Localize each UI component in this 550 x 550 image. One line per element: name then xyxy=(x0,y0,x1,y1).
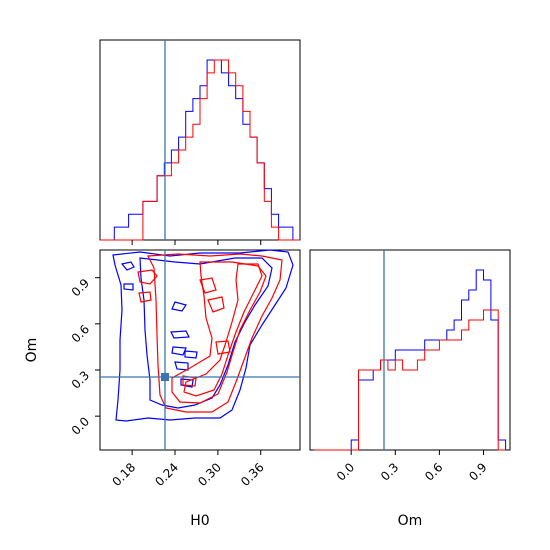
contour-red-mid xyxy=(171,261,267,404)
contour-red-inner xyxy=(183,263,263,397)
contour-red-islands xyxy=(137,269,231,387)
truth-marker xyxy=(161,373,169,381)
axes-frame-om-hist xyxy=(309,249,511,451)
histogram-panel-om: 0.0 0.3 0.6 0.9 Om xyxy=(309,249,511,529)
axes-frame-joint xyxy=(99,249,301,451)
x-tick-label: 0.0 xyxy=(334,460,357,483)
histogram-panel-h0 xyxy=(99,39,301,245)
y-tick-label: 0.9 xyxy=(69,276,92,299)
y-tick-label: 0.0 xyxy=(69,414,92,437)
contour-red-outer xyxy=(147,253,283,413)
contour-blue-outer xyxy=(112,249,294,422)
histogram-step-red xyxy=(314,309,506,451)
x-tick-label: 0.3 xyxy=(378,460,401,483)
x-axis-label-om: Om xyxy=(398,513,423,529)
x-tick-label: 0.24 xyxy=(152,460,181,489)
x-axis-label-h0: H0 xyxy=(190,513,209,529)
x-tick-label: 0.6 xyxy=(422,460,445,483)
histogram-step-red xyxy=(100,59,300,241)
contour-panel-h0-om: 0.18 0.24 0.30 0.36 0.0 0.3 0.6 0.9 H0 Om xyxy=(24,249,301,529)
y-axis-label-om: Om xyxy=(24,338,40,363)
x-tick-label: 0.36 xyxy=(238,460,267,489)
axes-frame-h0-hist xyxy=(99,39,301,241)
x-tick-label: 0.18 xyxy=(109,460,138,489)
contour-blue-inner xyxy=(139,257,273,409)
y-tick-label: 0.3 xyxy=(69,368,92,391)
histogram-step-blue xyxy=(314,269,507,451)
x-tick-label: 0.9 xyxy=(466,460,489,483)
contours-red xyxy=(137,253,283,413)
contour-blue-islands xyxy=(120,261,198,388)
histogram-step-blue xyxy=(100,59,300,241)
x-tick-label: 0.30 xyxy=(195,460,224,489)
y-tick-label: 0.6 xyxy=(69,322,92,345)
contours-blue xyxy=(112,249,294,422)
